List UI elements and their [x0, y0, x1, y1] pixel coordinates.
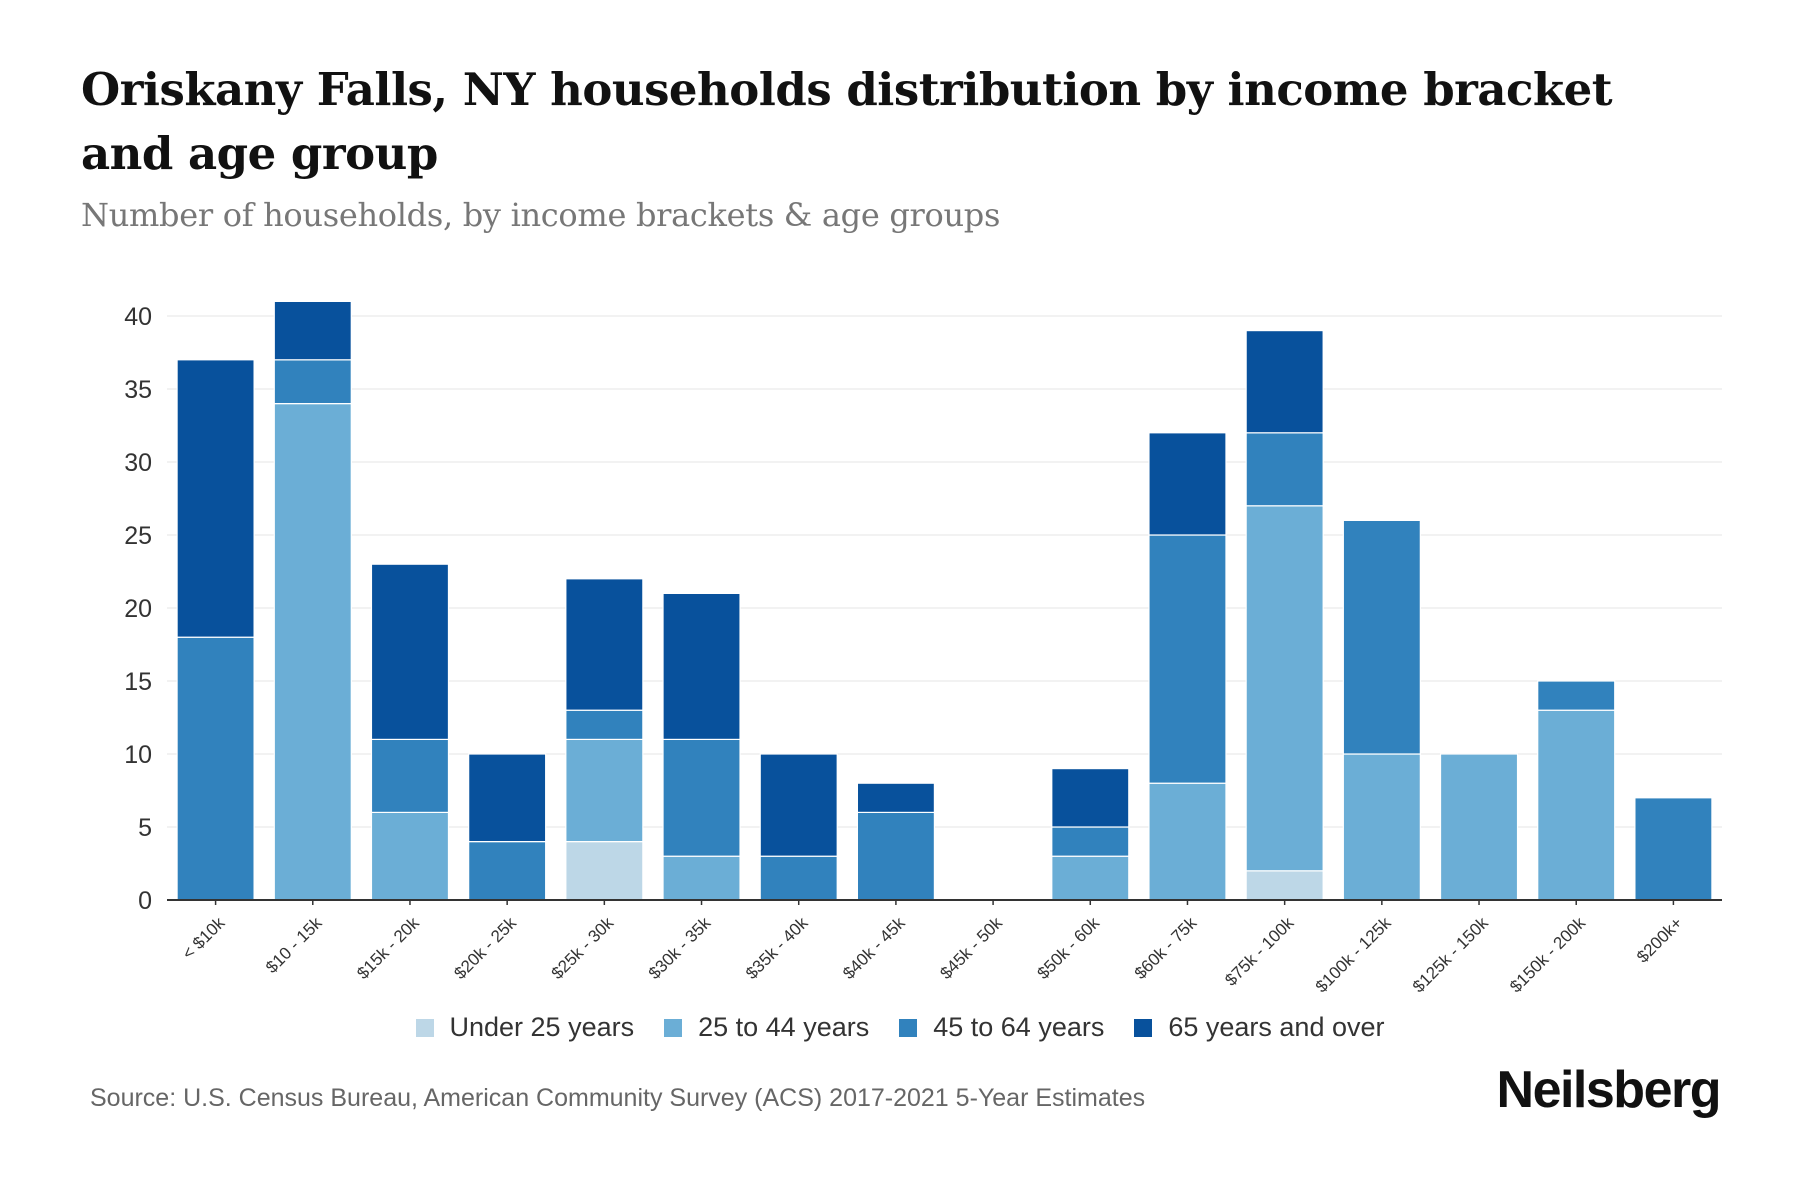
- legend-label: Under 25 years: [449, 1012, 635, 1042]
- bar-segment: [273, 359, 352, 405]
- legend-swatch: [664, 1018, 683, 1037]
- source-note: Source: U.S. Census Bureau, American Com…: [90, 1084, 1146, 1112]
- y-tick-label: 0: [138, 887, 152, 915]
- y-tick-label: 25: [124, 522, 152, 550]
- y-tick-label: 5: [138, 814, 152, 842]
- legend-item: 45 to 64 years: [899, 1012, 1104, 1043]
- legend-item: Under 25 years: [415, 1012, 635, 1043]
- legend-label: 65 years and over: [1168, 1012, 1385, 1042]
- x-tick-label: $45k - 50k: [936, 913, 1006, 983]
- bar-segment: [1245, 432, 1324, 507]
- bar-segment: [1342, 753, 1421, 901]
- y-tick-label: 20: [124, 595, 152, 623]
- bar-segment: [176, 636, 255, 901]
- x-tick-label: $75k - 100k: [1221, 913, 1298, 990]
- x-tick-label: $15k - 20k: [353, 913, 423, 983]
- bar-segment: [1342, 519, 1421, 755]
- x-tick-label: $50k - 60k: [1034, 913, 1104, 983]
- bar-segment: [1148, 534, 1227, 784]
- bar-group: [1537, 680, 1616, 901]
- x-tick-label: < $10k: [179, 913, 229, 963]
- bar-group: [662, 592, 741, 901]
- bar-group: [273, 300, 352, 901]
- bar-segment: [662, 855, 741, 901]
- legend-item: 65 years and over: [1134, 1012, 1385, 1043]
- legend-swatch: [899, 1018, 918, 1037]
- bar-segment: [273, 300, 352, 361]
- bar-group: [759, 753, 838, 901]
- bar-segment: [1148, 782, 1227, 901]
- x-tick-label: $30k - 35k: [645, 913, 715, 983]
- y-tick-label: 10: [124, 741, 152, 769]
- bar-group: [370, 563, 450, 901]
- chart-subtitle: Number of households, by income brackets…: [81, 196, 1001, 234]
- x-tick-label: $100k - 125k: [1312, 913, 1395, 996]
- bar-segment: [759, 753, 838, 857]
- x-tick-label: $40k - 45k: [839, 913, 909, 983]
- bar-segment: [370, 563, 450, 741]
- legend: Under 25 years 25 to 44 years 45 to 64 yea…: [0, 1012, 1800, 1043]
- bar-segment: [856, 811, 936, 901]
- bar-segment: [1634, 797, 1713, 901]
- bar-segment: [565, 709, 644, 741]
- neilsberg-logo: Neilsberg: [1496, 1061, 1722, 1119]
- legend-label: 45 to 64 years: [933, 1012, 1105, 1042]
- bar-segment: [1051, 768, 1130, 828]
- bar-segment: [1148, 432, 1227, 536]
- legend-swatch: [1134, 1018, 1153, 1037]
- bar-segment: [1245, 329, 1324, 434]
- bar-segment: [370, 811, 450, 901]
- bar-group: [1439, 753, 1519, 901]
- chart-title: Oriskany Falls, NY households distributi…: [81, 63, 1613, 180]
- x-axis-ticks: < $10k $10 - 15k $15k - 20k $20k - 25k $25k …: [179, 900, 1686, 996]
- bar-segment: [1537, 680, 1616, 711]
- x-tick-label: $10 - 15k: [262, 913, 326, 977]
- bar-segment: [1245, 870, 1324, 901]
- bar-group: [1342, 519, 1421, 901]
- x-tick-label: $35k - 40k: [742, 913, 812, 983]
- bar-segment: [468, 753, 547, 843]
- legend-item: 25 to 44 years: [664, 1012, 869, 1043]
- x-tick-label: $20k - 25k: [450, 913, 520, 983]
- bar-segment: [1051, 826, 1130, 857]
- legend-label: 25 to 44 years: [698, 1012, 870, 1042]
- y-tick-label: 40: [124, 303, 152, 331]
- bar-segment: [759, 855, 838, 901]
- bar-segment: [468, 840, 547, 901]
- bar-segment: [565, 738, 644, 843]
- y-tick-label: 15: [124, 668, 152, 696]
- bars: [176, 300, 1713, 901]
- bar-segment: [662, 592, 741, 740]
- x-tick-label: $60k - 75k: [1131, 913, 1201, 983]
- legend-swatch: [415, 1018, 434, 1037]
- bar-segment: [1537, 709, 1616, 901]
- bar-segment: [856, 782, 936, 814]
- bar-group: [468, 753, 547, 901]
- bar-group: [1245, 329, 1324, 901]
- x-tick-label: $125k - 150k: [1409, 913, 1492, 996]
- bar-segment: [662, 738, 741, 857]
- y-tick-label: 35: [124, 376, 152, 404]
- y-tick-label: 30: [124, 449, 152, 477]
- bar-segment: [565, 578, 644, 711]
- bar-group: [1634, 797, 1713, 901]
- bar-segment: [1439, 753, 1519, 901]
- bar-segment: [370, 738, 450, 813]
- bar-segment: [1245, 505, 1324, 872]
- bar-group: [1148, 432, 1227, 901]
- bar-segment: [565, 840, 644, 901]
- bar-segment: [176, 359, 255, 638]
- y-axis-ticks: 0 5 10 15 20 25 30 35 40: [124, 303, 152, 915]
- bar-group: [565, 578, 644, 901]
- stacked-bar-chart: 0 5 10 15 20 25 30 35 40 < $10k $10 - 15k $15k - 2…: [124, 300, 1722, 996]
- bar-group: [1051, 768, 1130, 901]
- bar-group: [856, 782, 936, 901]
- bar-segment: [1051, 855, 1130, 901]
- x-tick-label: $200k+: [1633, 913, 1686, 966]
- bar-segment: [273, 402, 352, 901]
- bar-group: [176, 359, 255, 901]
- x-tick-label: $25k - 30k: [548, 913, 618, 983]
- x-tick-label: $150k - 200k: [1506, 913, 1589, 996]
